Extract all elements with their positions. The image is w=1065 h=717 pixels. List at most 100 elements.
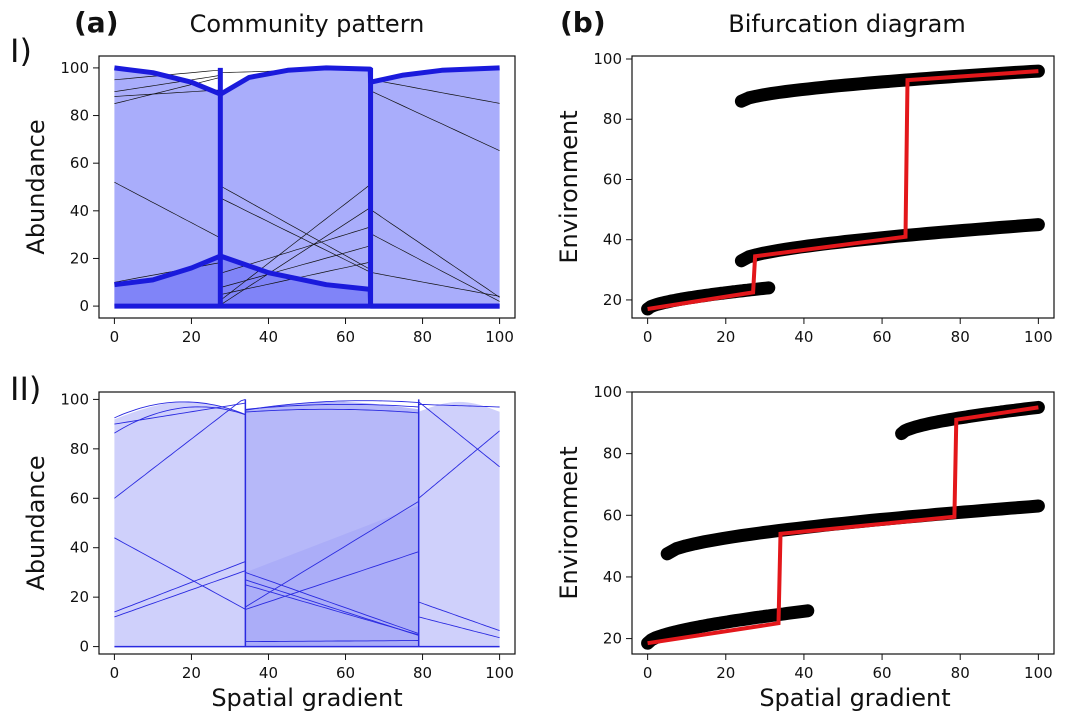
- x-tick-label: 20: [182, 328, 201, 346]
- y-tick-label: 60: [70, 489, 89, 507]
- bifurcation-II-chart: 0 20 40 60 80 100 20 40 60 80 100 Environment: [555, 383, 1055, 682]
- equilibrium-branch: [641, 604, 815, 650]
- y-tick-label: 0: [79, 297, 89, 315]
- realized-path-line: [647, 69, 1039, 311]
- x-tick-label: 100: [1024, 328, 1053, 346]
- species-trajectory: [114, 537, 246, 610]
- species-trajectory: [245, 403, 419, 410]
- x-tick-label: 80: [413, 664, 432, 682]
- species-trajectory: [222, 208, 369, 304]
- y-tick-label: 20: [603, 630, 622, 648]
- y-tick-label: 60: [603, 506, 622, 524]
- y-tick-label: 60: [70, 154, 89, 172]
- species-trajectory: [418, 430, 500, 499]
- community-II-chart: 0 20 40 60 80 100 0 20 40 60 80 100 Abundance: [22, 390, 516, 682]
- dominant-line: [114, 65, 500, 97]
- x-tick-label: 0: [110, 328, 120, 346]
- x-tick-label: 0: [643, 664, 653, 682]
- regime-2-area: [245, 401, 419, 647]
- y-tick-label: 80: [70, 440, 89, 458]
- y-axis-label: Abundance: [22, 455, 50, 590]
- species-trajectory: [245, 408, 419, 414]
- x-tick-label: 60: [336, 664, 355, 682]
- x-tick-label: 40: [794, 328, 813, 346]
- x-tick-label: 100: [485, 328, 514, 346]
- species-trajectory: [114, 75, 219, 93]
- plot-frame: [631, 55, 1055, 319]
- y-axis-label: Environment: [555, 446, 583, 599]
- x-tick-label: 20: [182, 664, 201, 682]
- species-trajectory: [418, 601, 500, 632]
- panel-a-title: Community pattern: [190, 10, 425, 38]
- y-tick-label: 100: [60, 59, 89, 77]
- equilibrium-branch: [641, 281, 776, 316]
- y-tick-label: 20: [70, 249, 89, 267]
- y-tick-label: 100: [593, 50, 622, 68]
- y-tick-label: 40: [70, 202, 89, 220]
- species-trajectory: [372, 234, 500, 302]
- x-tick-label: 60: [873, 328, 892, 346]
- y-axis-label: Abundance: [22, 119, 50, 254]
- species-trajectory: [372, 210, 500, 298]
- y-tick-label: 40: [70, 539, 89, 557]
- species-trajectory: [114, 401, 246, 419]
- regime-1-area: [114, 401, 246, 647]
- x-tick-label: 100: [485, 664, 514, 682]
- plot-area: [114, 398, 500, 648]
- plot-area: [114, 65, 500, 309]
- x-tick-label: 0: [110, 664, 120, 682]
- x-axis-label-left: Spatial gradient: [211, 684, 402, 712]
- species-trajectory: [114, 181, 219, 238]
- panel-a-label: (a): [74, 6, 119, 39]
- y-tick-label: 80: [603, 445, 622, 463]
- plot-frame: [631, 391, 1055, 655]
- row-2-label: II): [10, 370, 41, 408]
- y-tick-label: 20: [603, 291, 622, 309]
- plot-frame: [98, 391, 516, 655]
- species-trajectory: [418, 401, 500, 468]
- species-trajectory: [245, 400, 419, 411]
- y-axis-label: Environment: [555, 110, 583, 263]
- species-trajectory: [114, 561, 246, 613]
- x-tick-label: 40: [794, 664, 813, 682]
- y-tick-label: 100: [60, 390, 89, 408]
- y-tick-label: 40: [603, 231, 622, 249]
- species-trajectory: [114, 402, 246, 425]
- y-tick-label: 100: [593, 383, 622, 401]
- y-tick-label: 80: [603, 110, 622, 128]
- realized-path-line: [647, 405, 1039, 646]
- species-trajectory: [114, 570, 246, 618]
- species-trajectory: [222, 186, 369, 269]
- y-tick-label: 0: [79, 638, 89, 656]
- regime-3-area: [418, 401, 500, 647]
- species-trajectory: [245, 584, 419, 636]
- species-trajectory: [245, 551, 419, 610]
- bifurcation-I-chart: 0 20 40 60 80 100 20 40 60 80 100 Environment: [555, 50, 1055, 346]
- species-trajectory: [114, 77, 219, 104]
- y-tick-label: 40: [603, 568, 622, 586]
- regime-2-inner-area: [245, 505, 419, 647]
- x-tick-label: 80: [413, 328, 432, 346]
- x-tick-label: 100: [1024, 664, 1053, 682]
- species-trajectory: [372, 91, 500, 152]
- y-tick-label: 60: [603, 170, 622, 188]
- panel-b-title: Bifurcation diagram: [728, 10, 965, 38]
- x-tick-label: 0: [643, 328, 653, 346]
- equilibrium-branch: [734, 218, 1045, 268]
- plot-frame: [98, 55, 516, 319]
- species-trajectory: [372, 272, 500, 297]
- species-trajectory: [222, 245, 369, 288]
- species-trajectory: [245, 571, 419, 635]
- row-1-label: I): [10, 32, 32, 70]
- panel-b-label: (b): [560, 6, 606, 39]
- x-tick-label: 20: [716, 664, 735, 682]
- equilibrium-branch: [660, 499, 1045, 561]
- x-tick-label: 40: [259, 328, 278, 346]
- species-trajectory: [418, 616, 500, 639]
- y-tick-label: 80: [70, 107, 89, 125]
- species-trajectory: [418, 403, 500, 408]
- x-tick-label: 80: [951, 328, 970, 346]
- x-tick-label: 20: [716, 328, 735, 346]
- x-tick-label: 60: [873, 664, 892, 682]
